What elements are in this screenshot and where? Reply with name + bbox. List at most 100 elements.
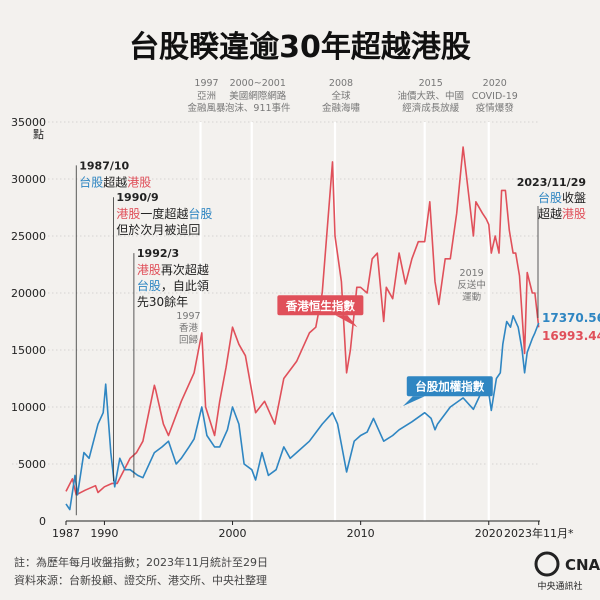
end-value-tw: 17370.56	[542, 311, 600, 325]
x-tick-label: 2000	[219, 527, 247, 540]
x-tick-label: 2010	[347, 527, 375, 540]
annotation-text: 但於次月被追回	[116, 222, 200, 237]
event-year: 2000~2001	[230, 78, 286, 89]
end-note-text-part: 港股	[562, 207, 586, 221]
cna-logo: CNA 中央通訊社	[534, 551, 600, 592]
annotation-date: 1992/3	[137, 247, 179, 260]
annotation-text-part: 港股	[116, 207, 140, 221]
y-tick-label: 10000	[11, 401, 46, 414]
chart-title: 台股睽違逾30年超越港股	[129, 30, 471, 65]
note-text: 香港	[179, 322, 199, 334]
annotation-date: 1987/10	[79, 159, 129, 172]
series-label-text: 台股加權指數	[415, 380, 484, 394]
event-text: 美國網際網路	[229, 90, 287, 102]
event-text: 疫情爆發	[476, 102, 515, 114]
series-label-pointer	[335, 315, 358, 328]
note-text: 2019	[460, 268, 484, 279]
end-value-hk: 16993.44	[542, 329, 600, 343]
end-note-text: 台股收盤	[538, 190, 586, 205]
event-text: 經濟成長放緩	[402, 102, 460, 114]
note-text: 回歸	[179, 334, 199, 346]
y-tick-label: 25000	[11, 230, 46, 243]
annotation-text-part: 台股	[137, 278, 161, 293]
series-label-hk: 香港恒生指數	[277, 295, 364, 328]
series-line-hk	[65, 146, 540, 496]
annotation-text: 港股一度超越台股	[116, 206, 212, 221]
y-tick-label: 20000	[11, 287, 46, 300]
annotation-text: 台股，自此領	[137, 278, 209, 293]
event-text: COVID-19	[472, 91, 518, 102]
end-note-text-part: 收盤	[562, 191, 586, 205]
x-tick-label: 2020	[475, 527, 503, 540]
annotation-text-part: ，自此領	[161, 278, 209, 293]
annotation-text: 台股超越港股	[79, 174, 151, 189]
annotation-text-part: 港股	[137, 263, 161, 277]
annotations: 香港恒生指數台股加權指數16993.4417370.561987/10台股超越港…	[75, 159, 600, 516]
annotation-text-part: 再次超越	[161, 262, 209, 277]
end-note-text-part: 台股	[538, 190, 562, 205]
event-year: 2015	[419, 78, 443, 89]
series-line-tw	[65, 315, 540, 511]
end-note-text: 超越港股	[538, 206, 586, 221]
note-text: 運動	[462, 292, 481, 303]
y-tick-label: 5000	[18, 458, 46, 471]
annotation-text: 港股再次超越	[137, 262, 209, 277]
footer-source: 資料來源：台新投顧、證交所、港交所、中央社整理	[14, 573, 267, 587]
series-label-box	[277, 295, 364, 316]
footer-note: 註：為歷年每月收盤指數；2023年11月統計至29日	[14, 555, 268, 569]
annotation-text-part: 超越	[103, 174, 127, 189]
event-year: 2008	[329, 78, 353, 89]
end-note-text-part: 超越	[538, 206, 562, 221]
series-label-tw: 台股加權指數	[402, 376, 493, 407]
annotation-text-part: 先30餘年	[137, 294, 188, 309]
annotation-date: 1990/9	[116, 191, 158, 204]
cna-logo-text: CNA	[565, 556, 600, 574]
y-tick-label: 30000	[11, 173, 46, 186]
x-tick-label: 2023年11月*	[504, 526, 574, 540]
cna-logo-caption: 中央通訊社	[537, 580, 582, 592]
annotation-text-part: 港股	[127, 175, 151, 189]
y-tick-label: 35000	[11, 116, 46, 129]
event-markers: 1997亞洲金融風暴2000~2001美國網際網路泡沫、911事件2008全球金…	[188, 78, 518, 521]
note-text: 1997	[176, 311, 200, 322]
x-tick-label: 1987	[52, 527, 80, 540]
x-tick-label: 1990	[90, 527, 118, 540]
cna-logo-mark-icon	[534, 551, 560, 577]
series-label-text: 香港恒生指數	[285, 299, 355, 313]
axes: 0 5000 10000 15000 20000 25000 30000 35000 1987 1…	[11, 116, 574, 540]
y-axis-unit: 點	[33, 128, 44, 141]
annotation-text-part: 台股	[79, 174, 103, 189]
end-note-date: 2023/11/29	[517, 176, 586, 189]
annotation-text-part: 台股	[188, 206, 212, 221]
gridlines	[12, 121, 540, 465]
series-label-box	[406, 376, 493, 397]
event-text: 泡沫、911事件	[225, 102, 291, 114]
event-text: 全球	[332, 90, 352, 102]
series-label-pointer	[402, 396, 425, 407]
y-tick-label: 0	[39, 515, 46, 528]
annotation-text-part: 一度超越	[140, 206, 188, 221]
event-text: 金融風暴	[188, 102, 227, 114]
annotation-text: 先30餘年	[137, 294, 188, 309]
event-text: 亞洲	[197, 91, 216, 102]
annotation-text-part: 但於次月被追回	[116, 222, 200, 237]
event-text: 油價大跌、中國	[397, 90, 464, 102]
note-text: 反送中	[457, 279, 486, 291]
event-year: 2020	[483, 78, 507, 89]
event-text: 金融海嘯	[322, 102, 361, 114]
annotation-0: 1987/10 台股超越港股	[75, 159, 151, 516]
series-lines	[65, 146, 540, 511]
y-tick-label: 15000	[11, 344, 46, 357]
footer: 註：為歷年每月收盤指數；2023年11月統計至29日 資料來源：台新投顧、證交所…	[14, 551, 600, 592]
